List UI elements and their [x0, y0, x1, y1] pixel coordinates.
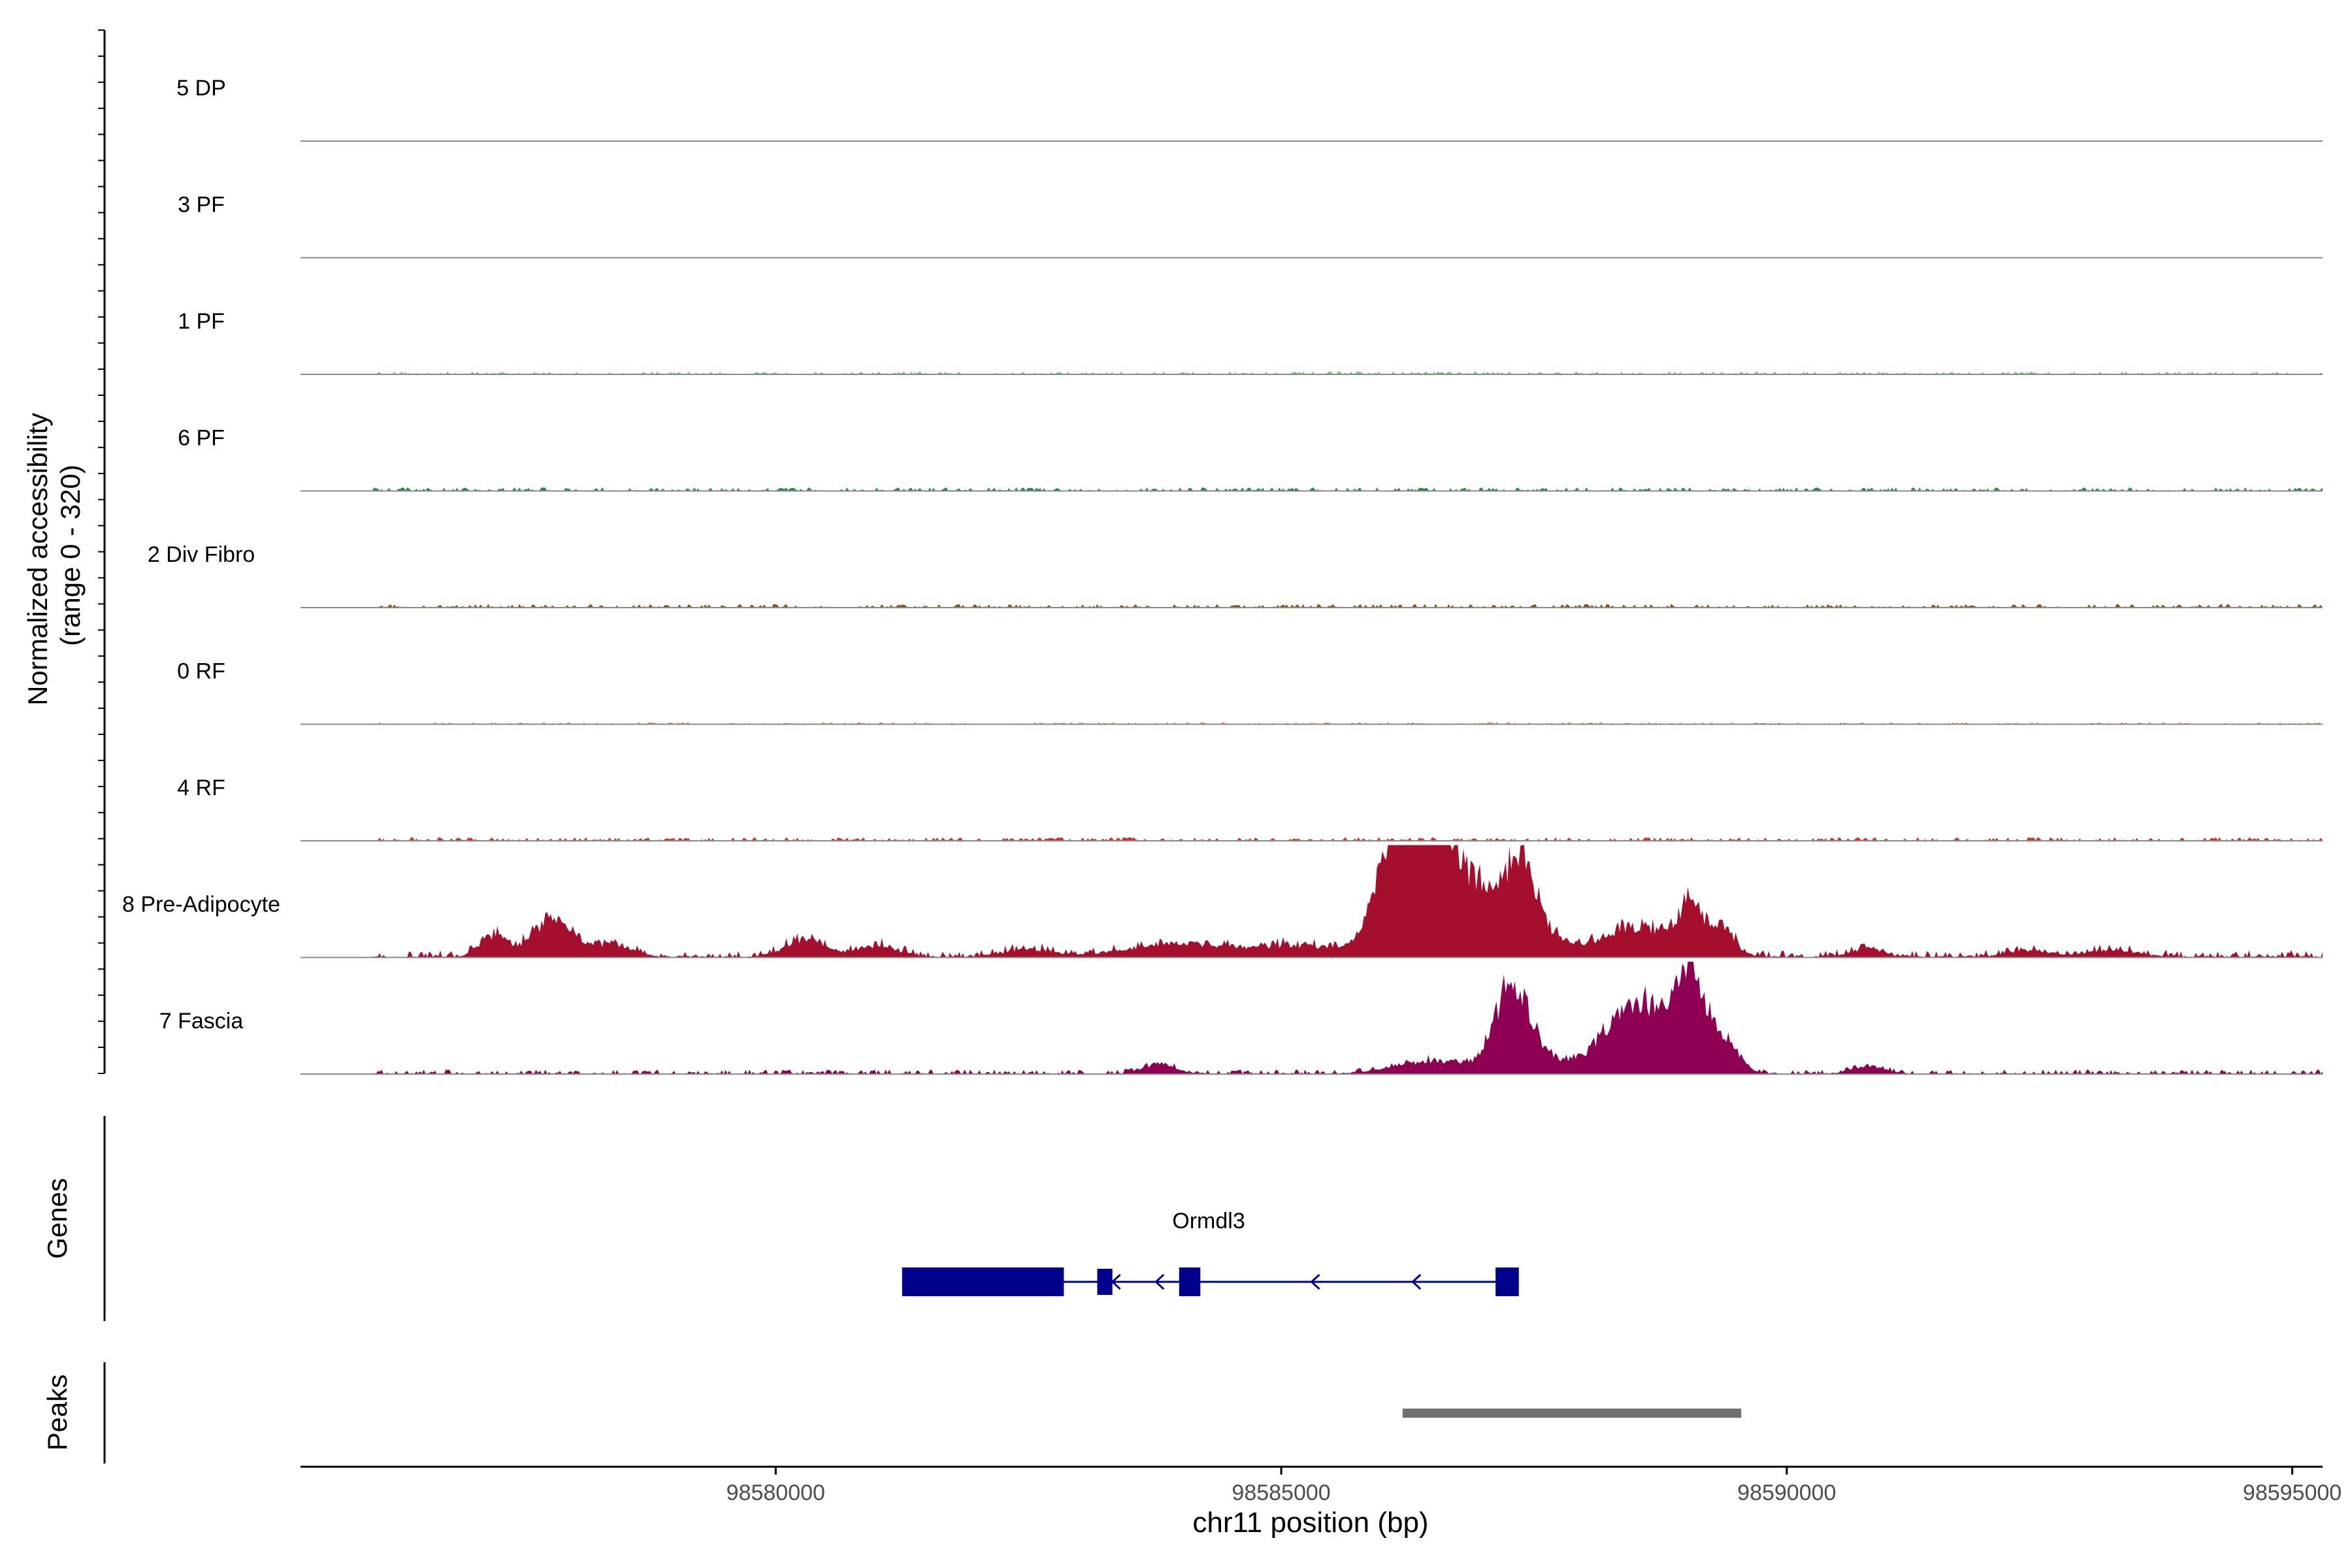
track-area: [301, 722, 2323, 725]
track-label: 5 DP: [176, 76, 226, 101]
track-0-rf: 0 RF: [177, 659, 2323, 725]
track-6-pf: 6 PF: [178, 426, 2323, 492]
gene-track: Ormdl3: [902, 1209, 1519, 1296]
x-tick-label: 98590000: [1737, 1480, 1836, 1505]
gene-exon: [1495, 1267, 1519, 1296]
track-label: 4 RF: [177, 776, 225, 800]
peak-track: [1402, 1409, 1742, 1418]
x-tick-label: 98580000: [727, 1480, 825, 1505]
strand-arrow: [1154, 1273, 1165, 1290]
track-label: 8 Pre-Adipocyte: [122, 892, 280, 917]
strand-arrow: [1111, 1273, 1121, 1290]
strand-arrow: [1411, 1273, 1422, 1290]
track-area: [301, 604, 2323, 608]
track-1-pf: 1 PF: [178, 309, 2323, 375]
y-axis-label-line2: (range 0 - 320): [55, 465, 86, 646]
track-label: 0 RF: [177, 659, 225, 684]
track-4-rf: 4 RF: [177, 776, 2323, 841]
track-label: 2 Div Fibro: [148, 542, 255, 567]
track-area: [301, 487, 2323, 491]
track-8-pre-adipocyte: 8 Pre-Adipocyte: [122, 845, 2323, 958]
y-axis-label-line1: Normalized accessibility: [22, 413, 53, 706]
y-axis-label: Normalized accessibility (range 0 - 320): [22, 405, 86, 706]
gene-exon: [1097, 1269, 1113, 1295]
track-label: 3 PF: [178, 193, 225, 218]
x-axis-label: chr11 position (bp): [1192, 1507, 1428, 1539]
track-5-dp: 5 DP: [176, 76, 2323, 142]
track-label: 1 PF: [178, 309, 225, 334]
track-area: [301, 371, 2323, 374]
track-label: 7 Fascia: [159, 1009, 244, 1034]
gene-exon: [1179, 1267, 1201, 1296]
peak-region: [1402, 1409, 1742, 1418]
track-3-pf: 3 PF: [178, 193, 2323, 259]
peaks-panel-label: Peaks: [42, 1375, 73, 1451]
track-area: [301, 845, 2323, 958]
track-7-fascia: 7 Fascia: [159, 962, 2323, 1075]
genes-panel-label: Genes: [42, 1178, 73, 1259]
x-tick-label: 98595000: [2243, 1480, 2342, 1505]
gene-name-label: Ormdl3: [1172, 1209, 1245, 1233]
track-2-div-fibro: 2 Div Fibro: [148, 542, 2323, 608]
coverage-y-ticks: [98, 29, 105, 1074]
strand-arrow: [1310, 1273, 1320, 1290]
track-label: 6 PF: [178, 426, 225, 451]
x-tick-label: 98585000: [1232, 1480, 1330, 1505]
coverage-tracks: 5 DP 3 PF 1 PF 6 PF 2 Div Fibro 0 RF 4 RF 8 Pre…: [122, 76, 2323, 1075]
gene-exon: [902, 1267, 1064, 1296]
x-axis-ticks: 98580000 98585000 98590000 98595000: [727, 1467, 2342, 1505]
